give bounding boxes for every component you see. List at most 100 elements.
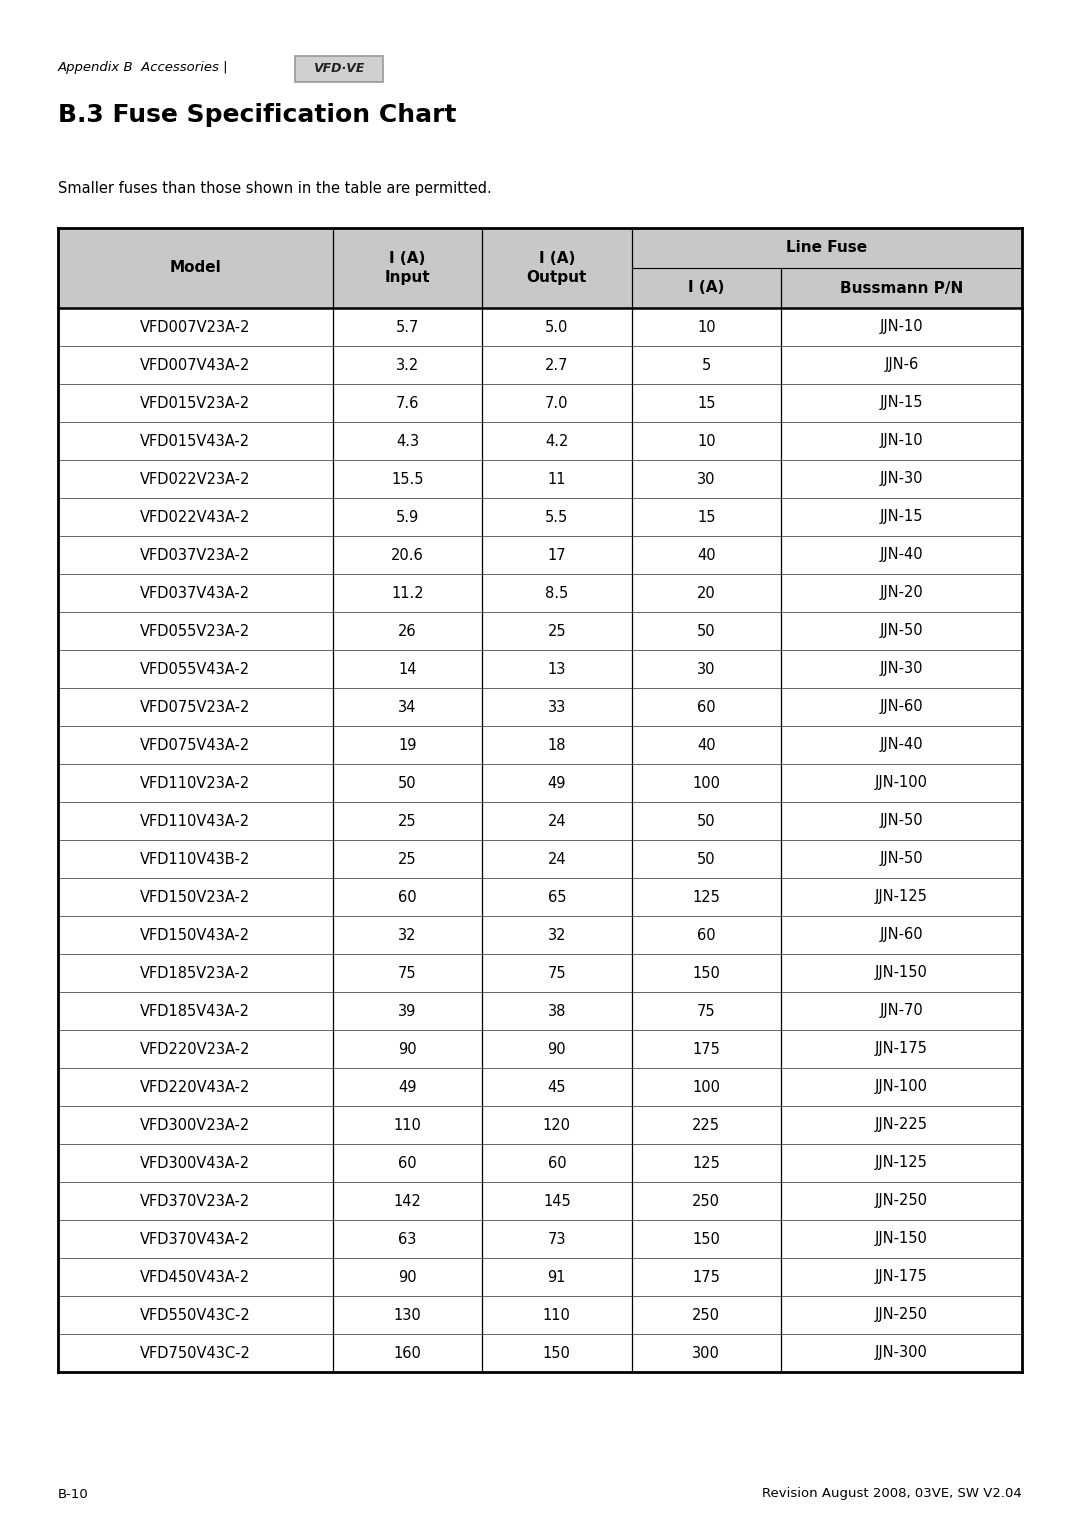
Text: VFD110V43B-2: VFD110V43B-2 [140, 851, 251, 867]
Text: 75: 75 [399, 965, 417, 980]
Text: VFD015V43A-2: VFD015V43A-2 [140, 434, 251, 448]
Text: VFD150V43A-2: VFD150V43A-2 [140, 928, 251, 942]
Text: VFD022V23A-2: VFD022V23A-2 [140, 471, 251, 486]
Text: 50: 50 [399, 776, 417, 790]
Bar [58, 574, 1022, 612]
Text: VFD075V23A-2: VFD075V23A-2 [140, 700, 251, 715]
Text: JJN-10: JJN-10 [880, 434, 923, 448]
Text: 300: 300 [692, 1345, 720, 1361]
Text: 49: 49 [399, 1080, 417, 1094]
Text: Bussmann P/N: Bussmann P/N [840, 281, 963, 296]
Text: 24: 24 [548, 851, 566, 867]
Text: 4.3: 4.3 [396, 434, 419, 448]
Text: VFD150V23A-2: VFD150V23A-2 [140, 890, 251, 905]
Text: 50: 50 [697, 623, 716, 638]
Text: 75: 75 [548, 965, 566, 980]
Text: 25: 25 [548, 623, 566, 638]
Text: VFD037V43A-2: VFD037V43A-2 [140, 586, 251, 600]
Text: 25: 25 [399, 813, 417, 828]
Text: 40: 40 [697, 738, 716, 753]
Text: Revision August 2008, 03VE, SW V2.04: Revision August 2008, 03VE, SW V2.04 [762, 1488, 1022, 1500]
Text: 20.6: 20.6 [391, 548, 423, 563]
Text: VFD110V43A-2: VFD110V43A-2 [140, 813, 251, 828]
Text: JJN-10: JJN-10 [880, 319, 923, 334]
Text: 10: 10 [697, 319, 716, 334]
Text: JJN-150: JJN-150 [875, 1232, 928, 1247]
Text: 5.9: 5.9 [396, 509, 419, 525]
Text: 30: 30 [697, 661, 716, 676]
Text: 14: 14 [399, 661, 417, 676]
Text: JJN-30: JJN-30 [880, 471, 923, 486]
Text: 17: 17 [548, 548, 566, 563]
Text: 33: 33 [548, 700, 566, 715]
Text: 5.0: 5.0 [545, 319, 568, 334]
Bar [58, 841, 1022, 877]
Text: 40: 40 [697, 548, 716, 563]
FancyBboxPatch shape [295, 57, 383, 81]
Text: JJN-150: JJN-150 [875, 965, 928, 980]
Text: 7.6: 7.6 [395, 396, 419, 411]
Text: VFD110V23A-2: VFD110V23A-2 [140, 776, 251, 790]
Text: VFD750V43C-2: VFD750V43C-2 [140, 1345, 251, 1361]
Text: 11.2: 11.2 [391, 586, 423, 600]
Text: VFD007V23A-2: VFD007V23A-2 [140, 319, 251, 334]
Text: 65: 65 [548, 890, 566, 905]
Text: JJN-15: JJN-15 [880, 509, 923, 525]
Bar [58, 877, 1022, 916]
Text: 60: 60 [399, 890, 417, 905]
Text: VFD037V23A-2: VFD037V23A-2 [140, 548, 251, 563]
Text: JJN-125: JJN-125 [875, 890, 928, 905]
Text: B-10: B-10 [58, 1488, 89, 1500]
Text: VFD055V23A-2: VFD055V23A-2 [140, 623, 251, 638]
Text: 60: 60 [399, 1155, 417, 1170]
Text: 45: 45 [548, 1080, 566, 1094]
Bar [58, 1183, 1022, 1220]
Text: JJN-175: JJN-175 [875, 1270, 928, 1284]
Text: 19: 19 [399, 738, 417, 753]
Text: VFD·VE: VFD·VE [313, 63, 365, 75]
Text: 125: 125 [692, 890, 720, 905]
Text: 15: 15 [697, 509, 716, 525]
Bar [58, 499, 1022, 535]
Text: JJN-70: JJN-70 [879, 1003, 923, 1019]
Bar [58, 384, 1022, 422]
Text: 3.2: 3.2 [396, 357, 419, 373]
Text: JJN-6: JJN-6 [885, 357, 919, 373]
Text: 250: 250 [692, 1307, 720, 1322]
Bar [58, 535, 1022, 574]
Text: 8.5: 8.5 [545, 586, 568, 600]
Text: VFD007V43A-2: VFD007V43A-2 [140, 357, 251, 373]
Bar [58, 726, 1022, 764]
Text: JJN-300: JJN-300 [875, 1345, 928, 1361]
Text: 225: 225 [692, 1117, 720, 1132]
Text: JJN-60: JJN-60 [880, 928, 923, 942]
Text: JJN-175: JJN-175 [875, 1042, 928, 1057]
Bar [58, 1106, 1022, 1144]
Bar [58, 1258, 1022, 1296]
Text: 90: 90 [399, 1270, 417, 1284]
Bar [58, 347, 1022, 384]
Bar [58, 1029, 1022, 1068]
Text: 160: 160 [393, 1345, 421, 1361]
Text: 73: 73 [548, 1232, 566, 1247]
Text: JJN-40: JJN-40 [880, 738, 923, 753]
Text: 110: 110 [393, 1117, 421, 1132]
Text: VFD185V43A-2: VFD185V43A-2 [140, 1003, 251, 1019]
Text: VFD550V43C-2: VFD550V43C-2 [140, 1307, 251, 1322]
Bar [58, 802, 1022, 841]
Text: JJN-225: JJN-225 [875, 1117, 928, 1132]
Text: VFD220V23A-2: VFD220V23A-2 [140, 1042, 251, 1057]
Bar [58, 650, 1022, 689]
Text: 30: 30 [697, 471, 716, 486]
Text: 90: 90 [399, 1042, 417, 1057]
Text: 20: 20 [697, 586, 716, 600]
Text: 25: 25 [399, 851, 417, 867]
Text: Appendix B  Accessories |: Appendix B Accessories | [58, 61, 233, 75]
Text: JJN-60: JJN-60 [880, 700, 923, 715]
Text: 75: 75 [697, 1003, 716, 1019]
Text: B.3 Fuse Specification Chart: B.3 Fuse Specification Chart [58, 103, 457, 127]
Bar [58, 229, 1022, 308]
Text: 38: 38 [548, 1003, 566, 1019]
Text: Model: Model [170, 261, 221, 276]
Text: 63: 63 [399, 1232, 417, 1247]
